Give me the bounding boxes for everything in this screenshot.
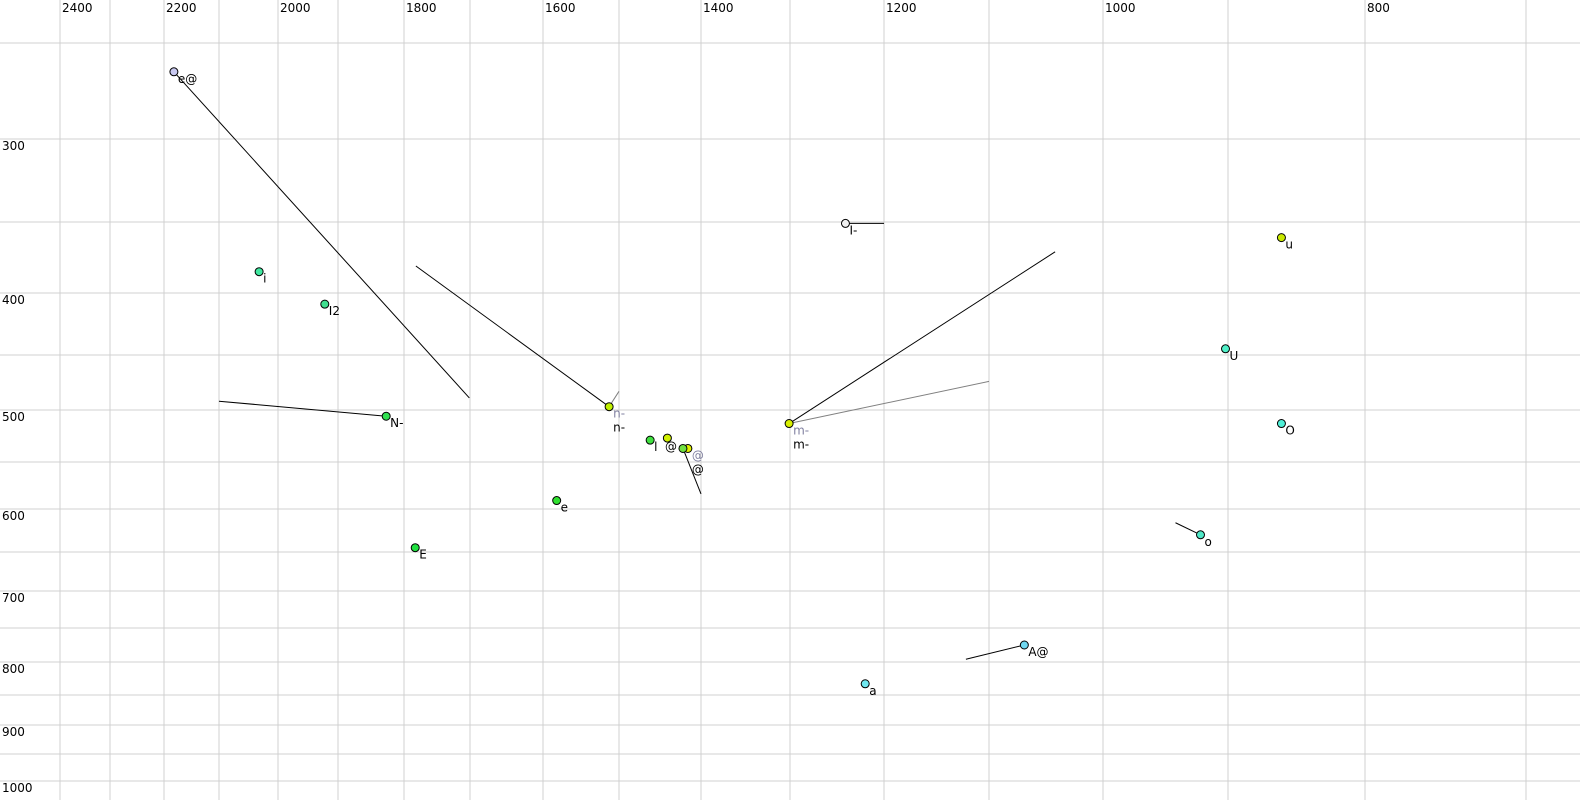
- vowel-point: [662, 433, 672, 443]
- vowel-label: @: [665, 439, 677, 453]
- x-tick-label: 1400: [703, 1, 734, 15]
- y-tick-label: 700: [2, 591, 25, 605]
- vowel-label: O: [1285, 424, 1294, 438]
- vowel-point: [320, 299, 330, 309]
- vowel-label: l: [654, 440, 657, 454]
- vowel-point: [410, 543, 420, 553]
- vowel-label-secondary: @: [692, 448, 704, 462]
- tick-labels: 2400 2200 2000 1800 1600 1400 1200 1000 800 300 40…: [2, 1, 1390, 795]
- y-tick-label: 800: [2, 662, 25, 676]
- trajectory-line: [1175, 522, 1201, 536]
- x-tick-label: 1000: [1105, 1, 1136, 15]
- x-tick-label: 1800: [406, 1, 437, 15]
- vowel-label: N-: [390, 416, 403, 430]
- trajectory-line: [415, 265, 610, 408]
- vowel-label: a: [869, 684, 876, 698]
- vowel-label: n-: [613, 421, 625, 435]
- vowel-label: @: [692, 462, 704, 476]
- vowel-point: [678, 443, 688, 453]
- vowel-label: I2: [329, 304, 340, 318]
- x-tick-label: 800: [1367, 1, 1390, 15]
- vowel-label: m-: [793, 438, 809, 452]
- y-tick-label: 400: [2, 293, 25, 307]
- vowel-point: [552, 496, 562, 506]
- vowel-point: [381, 411, 391, 421]
- vowel-label: e: [561, 501, 568, 515]
- x-tick-label: 2000: [280, 1, 311, 15]
- vowel-point: [860, 679, 870, 689]
- x-tick-label: 2200: [166, 1, 197, 15]
- x-tick-label: 1200: [886, 1, 917, 15]
- vowel-point: [1276, 419, 1286, 429]
- vowel-label: i: [263, 272, 266, 286]
- vowel-point: [1196, 530, 1205, 540]
- y-tick-label: 1000: [2, 781, 33, 795]
- trajectory-line: [173, 71, 470, 399]
- trajectory-line-secondary: [789, 380, 990, 425]
- trajectory-line: [218, 400, 387, 417]
- vowel-label-secondary: m-: [793, 424, 809, 438]
- y-tick-label: 900: [2, 725, 25, 739]
- vowel-label: e@: [178, 72, 197, 86]
- y-tick-label: 300: [2, 139, 25, 153]
- vowel-point: [784, 419, 794, 429]
- trajectory-line: [965, 644, 1025, 660]
- trajectory-line: [788, 251, 1056, 424]
- vowel-point: [1221, 344, 1230, 354]
- vowel-label: A@: [1028, 645, 1048, 659]
- vowel-label: E: [419, 548, 427, 562]
- vowel-point: [1019, 640, 1029, 650]
- vowel-label: I-: [849, 223, 857, 237]
- x-tick-label: 1600: [545, 1, 576, 15]
- vowel-point: [645, 435, 655, 445]
- trajectories: [173, 71, 1201, 660]
- vowel-label: u: [1285, 238, 1293, 252]
- vowel-point: [840, 218, 850, 228]
- x-tick-label: 2400: [62, 1, 93, 15]
- trajectory-line: [682, 448, 702, 495]
- vowel-label: o: [1205, 535, 1212, 549]
- vowel-point: [169, 67, 179, 77]
- vowel-point: [604, 402, 614, 412]
- vowel-label-secondary: n-: [613, 407, 625, 421]
- y-tick-label: 600: [2, 509, 25, 523]
- y-tick-label: 500: [2, 410, 25, 424]
- vowel-point: [1276, 233, 1286, 243]
- vowel-label: U: [1230, 349, 1239, 363]
- vowel-point: [254, 267, 264, 277]
